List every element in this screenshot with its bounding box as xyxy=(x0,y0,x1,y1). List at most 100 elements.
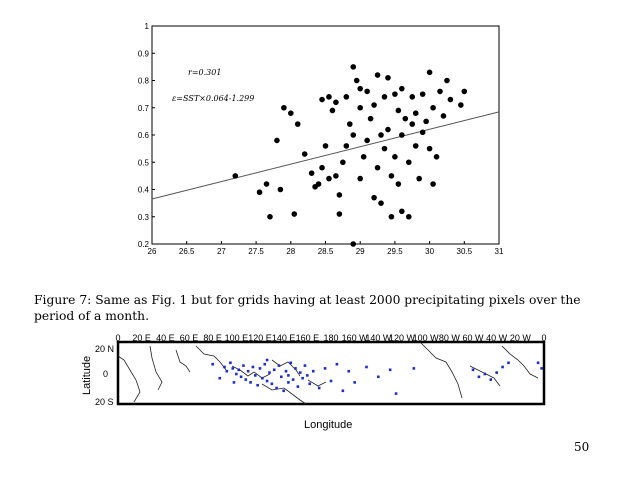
scatter-chart: 26 26.5 27 27.5 28 28.5 29 29.5 30 30.5 31 0.20.30… xyxy=(138,22,504,256)
map-point xyxy=(329,379,333,383)
scatter-point xyxy=(371,194,377,201)
scatter-point xyxy=(423,118,429,125)
map-point xyxy=(232,381,236,384)
scatter-point xyxy=(281,104,287,111)
lon-tick-label: 120 E xyxy=(248,333,272,343)
lon-tick-label: 160 W xyxy=(342,333,369,343)
scatter-point xyxy=(447,96,454,103)
map-point xyxy=(231,367,235,370)
map-point xyxy=(311,369,315,373)
scatter-point xyxy=(343,143,350,149)
figure-caption: Figure 7: Same as Fig. 1 but for grids h… xyxy=(34,293,581,323)
scatter-point xyxy=(329,107,336,114)
lat-tick-20n: 20 N xyxy=(95,344,114,354)
map-point xyxy=(536,361,540,365)
scatter-point xyxy=(232,173,239,179)
map-point xyxy=(412,367,416,370)
x-tick-label: 31 xyxy=(495,247,504,256)
lon-tick-label: 140 W xyxy=(365,333,392,343)
scatter-point xyxy=(357,85,364,92)
scatter-point xyxy=(395,181,402,187)
map-point xyxy=(289,361,293,365)
scatter-point xyxy=(392,91,398,97)
scatter-point xyxy=(409,121,416,127)
scatter-point xyxy=(263,181,270,187)
scatter-point xyxy=(444,77,450,84)
scatter-point xyxy=(274,137,280,144)
lon-tick-label: 180 xyxy=(323,333,338,343)
longitude-ticks: 0 20 E 40 E 60 E 80 E 100 E 120 E 140 E 160 E 180… xyxy=(115,333,546,343)
map-point xyxy=(275,386,278,390)
scatter-point xyxy=(378,132,384,138)
map-point xyxy=(540,367,543,370)
map-point xyxy=(296,385,300,388)
x-axis-ticks: 26 26.5 27 27.5 28 28.5 29 29.5 30 30.5 31 xyxy=(148,241,504,256)
lon-tick-label: 0 xyxy=(541,333,546,343)
scatter-point xyxy=(291,211,298,217)
lon-tick-label: 20 W xyxy=(510,333,532,343)
scatter-point xyxy=(416,175,422,182)
map-point xyxy=(272,368,276,372)
x-tick-label: 28.5 xyxy=(318,247,334,256)
map-point xyxy=(287,381,290,384)
map-point xyxy=(263,362,267,366)
lon-tick-label: 80 E xyxy=(203,333,222,343)
scatter-point xyxy=(374,72,381,78)
scatter-point xyxy=(343,94,350,100)
map-point xyxy=(291,378,295,381)
scatter-point xyxy=(319,164,325,171)
map-point xyxy=(306,374,309,377)
map-point xyxy=(495,371,498,374)
scatter-point xyxy=(315,181,322,187)
map-point xyxy=(229,361,232,365)
scatter-point xyxy=(353,77,360,84)
y-tick-label: 0.9 xyxy=(138,49,150,58)
x-tick-label: 27.5 xyxy=(248,247,264,256)
map-point xyxy=(507,361,510,365)
map-point xyxy=(237,368,240,372)
scatter-point xyxy=(426,145,433,152)
scatter-point xyxy=(381,94,388,100)
map-point xyxy=(477,375,481,379)
scatter-point xyxy=(288,110,294,116)
scatter-point xyxy=(340,159,346,166)
scatter-point xyxy=(360,154,367,160)
scatter-point xyxy=(395,107,402,114)
scatter-point xyxy=(399,85,405,92)
scatter-point xyxy=(461,88,468,95)
latitude-label: Latitude xyxy=(81,356,93,395)
scatter-point xyxy=(412,110,419,116)
map-point xyxy=(265,379,269,383)
map-point xyxy=(308,382,311,386)
lon-tick-label: 120 W xyxy=(389,333,416,343)
scatter-point xyxy=(437,88,443,95)
scatter-points xyxy=(232,64,468,247)
x-tick-label: 27 xyxy=(217,247,226,256)
scatter-point xyxy=(430,181,436,187)
map-point xyxy=(268,371,271,374)
scatter-point xyxy=(350,132,357,138)
map-point xyxy=(239,375,243,379)
map-points xyxy=(211,358,543,395)
scatter-point xyxy=(350,64,357,70)
scatter-point xyxy=(392,154,398,160)
lat-tick-0: 0 xyxy=(103,369,108,379)
map-point xyxy=(489,378,493,381)
y-tick-label: 0.2 xyxy=(138,240,150,249)
scatter-point xyxy=(256,189,263,196)
scatter-point xyxy=(402,115,409,122)
map-point xyxy=(347,369,351,373)
map-point xyxy=(501,365,504,369)
y-tick-label: 0.7 xyxy=(138,104,150,113)
page-number: 50 xyxy=(574,440,590,454)
map-point xyxy=(211,362,214,366)
scatter-point xyxy=(388,173,395,179)
x-tick-label: 29.5 xyxy=(387,247,403,256)
scatter-point xyxy=(319,96,325,103)
scatter-point xyxy=(357,104,364,111)
y-tick-label: 1 xyxy=(145,22,150,31)
scatter-point xyxy=(399,208,405,215)
scatter-point xyxy=(399,132,405,138)
map-point xyxy=(277,364,281,367)
